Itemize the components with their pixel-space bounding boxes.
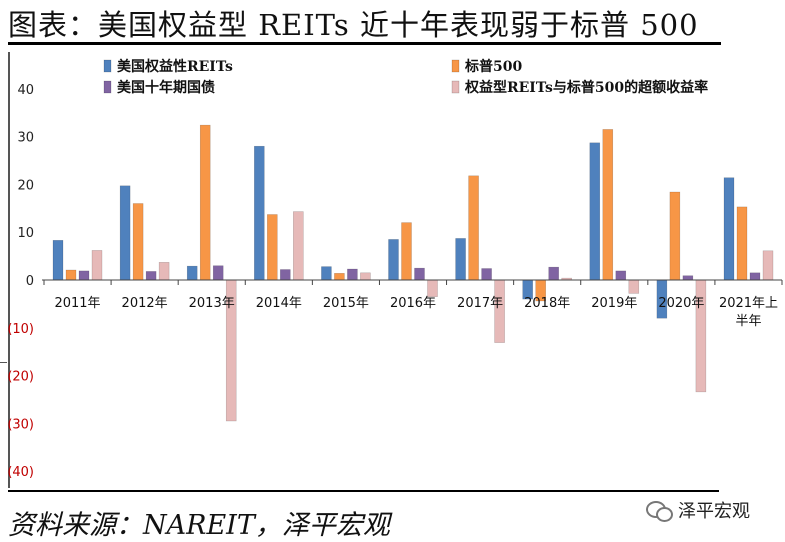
source-note: 资料来源：NAREIT，泽平宏观 <box>8 510 390 541</box>
bar-3 <box>749 272 761 281</box>
x-tick-label: 2017年 <box>457 296 503 311</box>
bar-3 <box>347 268 358 281</box>
legend-swatch <box>451 80 460 94</box>
bottom-divider <box>8 490 719 492</box>
bar-4 <box>494 279 505 343</box>
legend-label: 权益型REITs与标普500的超额收益率 <box>464 79 708 96</box>
bar-1 <box>119 185 131 281</box>
y-tick-label: 30 <box>17 131 34 146</box>
bar-3 <box>145 271 157 281</box>
bar-3 <box>615 270 627 281</box>
bar-4 <box>360 272 371 281</box>
x-tick-label: 2016年 <box>390 296 436 311</box>
frame-tick-mark <box>0 362 7 363</box>
x-tick-label: 2013年 <box>189 296 235 311</box>
bar-2 <box>334 273 345 281</box>
bar-4 <box>628 279 640 294</box>
bar-3 <box>682 275 694 281</box>
x-tick-label: 2015年 <box>323 296 369 311</box>
bar-1 <box>723 177 735 281</box>
bar-3 <box>481 268 492 281</box>
bar-3 <box>280 269 291 281</box>
y-tick-label: (40) <box>7 465 34 480</box>
x-tick-label: 2014年 <box>256 296 302 311</box>
x-tick-label: 2020年 <box>658 296 704 311</box>
bar-1 <box>455 238 466 281</box>
y-tick-label: 0 <box>26 274 34 289</box>
bar-1 <box>186 265 198 281</box>
bar-3 <box>548 266 559 281</box>
bar-chart: 40 30 20 10 0 (10) (20) (30) (40) 2011年 2012年 2013年… <box>7 58 783 480</box>
wechat-icon <box>646 499 673 522</box>
legend-swatch <box>451 59 460 73</box>
x-tick-label: 半年 <box>735 314 761 329</box>
legend-swatch <box>103 59 112 73</box>
legend-label: 标普500 <box>464 58 522 75</box>
bar-1 <box>388 239 399 281</box>
x-tick-label: 2012年 <box>122 296 168 311</box>
y-tick-label: (10) <box>7 322 34 337</box>
y-tick-label: (30) <box>7 417 34 432</box>
bar-3 <box>414 267 425 281</box>
bar-2 <box>669 191 681 281</box>
bar-3 <box>212 265 224 281</box>
x-tick-label: 2019年 <box>591 296 637 311</box>
left-frame-line <box>8 52 10 488</box>
x-tick-label: 2011年 <box>54 296 100 311</box>
bar-1 <box>254 145 265 281</box>
bar-3 <box>78 270 90 281</box>
y-tick-label: (20) <box>7 370 34 385</box>
bar-2 <box>267 214 278 281</box>
bar-1 <box>321 266 332 281</box>
bar-1 <box>589 142 601 281</box>
chart-title: 图表：美国权益型 REITs 近十年表现弱于标普 500 <box>8 8 699 42</box>
legend-swatch <box>103 80 112 94</box>
bar-4 <box>158 262 170 281</box>
watermark: 泽平宏观 <box>646 497 750 523</box>
bar-2 <box>401 222 412 281</box>
y-tick-label: 10 <box>17 226 34 241</box>
bar-2 <box>736 206 748 281</box>
x-tick-label: 2018年 <box>524 296 570 311</box>
bar-4 <box>293 211 304 281</box>
bar-2 <box>468 175 479 281</box>
bar-2 <box>132 203 144 281</box>
legend-label: 美国十年期国债 <box>117 79 215 96</box>
bar-4 <box>91 250 103 281</box>
watermark-text: 泽平宏观 <box>678 501 750 522</box>
bar-4 <box>762 250 774 281</box>
bar-2 <box>65 269 77 281</box>
legend-label: 美国权益性REITs <box>117 58 233 75</box>
x-tick-label: 2021年上 <box>719 296 778 311</box>
y-tick-label: 20 <box>17 178 34 193</box>
bar-4 <box>427 279 438 297</box>
y-tick-label: 40 <box>17 83 34 98</box>
bar-1 <box>52 240 64 281</box>
title-divider <box>8 42 721 45</box>
bar-2 <box>199 124 211 281</box>
bar-2 <box>602 129 614 281</box>
